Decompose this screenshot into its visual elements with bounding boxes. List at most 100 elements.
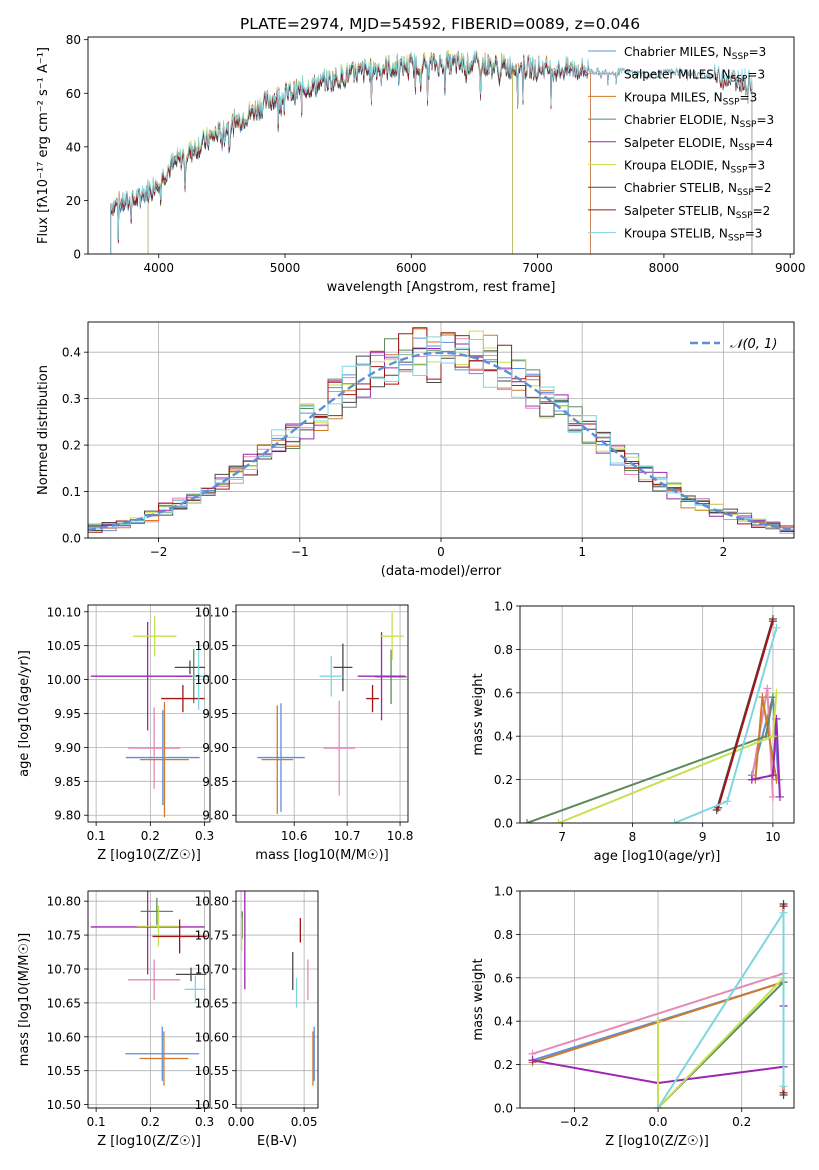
y-tick-label: 9.90 (54, 741, 81, 755)
x-tick-label: 0.1 (87, 829, 106, 843)
x-tick-label: 7000 (522, 261, 553, 275)
y-tick-label: 0.4 (494, 730, 513, 744)
y-tick-label: 9.85 (54, 775, 81, 789)
axes-frame (519, 890, 795, 1109)
y-axis-label: Flux [fλ10⁻¹⁷ erg cm⁻² s⁻¹ A⁻¹] (36, 47, 51, 244)
spectrum-line (147, 56, 513, 254)
legend-entry: Chabrier STELIB, NSSP=2 (624, 181, 772, 198)
panel-massweight-vs-Z: −0.2 0.0 0.2 0.0 0.2 0.4 0.6 0.8 1.0 Z [log10(Z/Z… (471, 885, 795, 1149)
panel-mass-vs-ebv: 0.00 0.05 10.50 10.55 10.60 10.65 10.70 10.75 10… (195, 890, 319, 1149)
y-tick-label: 0.6 (494, 686, 513, 700)
grid (236, 891, 318, 1108)
plot-area (90, 891, 207, 1086)
legend-entry: Salpeter ELODIE, NSSP=4 (624, 136, 773, 153)
y-tick-label: 10.65 (47, 996, 81, 1010)
axes-frame (87, 890, 211, 1109)
weight-line (717, 620, 774, 809)
x-tick-label: 0.3 (195, 1115, 214, 1129)
y-tick-label: 10.00 (47, 673, 81, 687)
y-tick-label: 10.05 (47, 639, 81, 653)
x-tick-label: 0.2 (141, 829, 160, 843)
x-axis-label: E(B-V) (257, 1134, 297, 1149)
y-tick-label: 10.70 (47, 962, 81, 976)
x-tick-label: 2 (720, 545, 728, 559)
histogram-kroupa-stelib (88, 336, 794, 534)
weight-marker (763, 684, 772, 693)
y-tick-label: 40 (66, 140, 81, 154)
axes-frame (87, 604, 211, 823)
legend-entry: Salpeter STELIB, NSSP=2 (624, 204, 770, 221)
weight-marker (654, 1104, 663, 1108)
y-tick-label: 10.80 (195, 895, 229, 909)
x-tick-label: 6000 (396, 261, 427, 275)
plot-area (88, 327, 794, 534)
y-tick-label: 0.8 (494, 928, 513, 942)
y-tick-label: 0.6 (494, 971, 513, 985)
y-tick-label: 1.0 (494, 885, 513, 899)
weight-marker (758, 693, 767, 702)
x-tick-label: 8 (629, 830, 637, 844)
x-tick-label: −2 (150, 545, 168, 559)
panel-spectrum: 4000 5000 6000 7000 8000 9000 0 20 40 60 80 wavelen… (36, 33, 805, 295)
y-tick-label: 0.0 (494, 817, 513, 831)
y-tick-label: 0.2 (494, 1058, 513, 1072)
weight-marker (775, 792, 784, 801)
y-tick-label: 0.4 (494, 1015, 513, 1029)
panel-age-vs-Z: 0.1 0.2 0.3 9.80 9.85 9.90 9.95 10.00 10.05 10.10… (17, 604, 214, 863)
legend-entry: Salpeter MILES, NSSP=3 (624, 68, 765, 85)
y-tick-label: 80 (66, 33, 81, 47)
y-tick-label: 9.95 (54, 707, 81, 721)
y-tick-label: 10.70 (195, 962, 229, 976)
panel-age-vs-mass: 10.6 10.7 10.8 9.80 9.85 9.90 9.95 10.00 10.05 10… (195, 604, 414, 863)
weight-marker (554, 819, 563, 823)
x-tick-label: 10.8 (387, 829, 414, 843)
y-axis-label: mass [log10(M/M☉)] (17, 933, 32, 1066)
y-tick-label: 9.95 (202, 707, 229, 721)
x-axis-label: wavelength [Angstrom, rest frame] (327, 280, 556, 295)
weight-marker (768, 771, 777, 780)
plot-area (241, 891, 315, 1086)
y-tick-label: 10.10 (195, 605, 229, 619)
y-axis-label: Normed distribution (36, 365, 51, 495)
x-tick-label: 0.2 (141, 1115, 160, 1129)
normal-reference-curve (88, 351, 794, 532)
y-tick-label: 0.0 (62, 532, 81, 546)
weight-line (532, 972, 784, 1055)
x-axis-label: Z [log10(Z/Z☉)] (97, 848, 201, 863)
weight-marker (779, 908, 788, 917)
grid (520, 605, 794, 824)
weight-marker (723, 797, 732, 806)
weight-marker (772, 688, 781, 697)
weight-marker (528, 1056, 537, 1065)
y-tick-label: 0.8 (494, 643, 513, 657)
x-tick-label: 0.2 (732, 1115, 751, 1129)
plot-area (528, 900, 788, 1108)
y-tick-label: 0.3 (62, 392, 81, 406)
panel-mass-vs-Z: 0.1 0.2 0.3 10.50 10.55 10.60 10.65 10.70 10.75 1… (17, 890, 214, 1149)
plot-area (110, 49, 753, 254)
weight-line (751, 718, 781, 798)
axes-frame (235, 890, 319, 1109)
panel-residuals: −2 −1 0 1 2 0.0 0.1 0.2 0.3 0.4 (data-model)/error… (36, 321, 795, 579)
y-axis-label: mass weight (471, 673, 486, 755)
x-tick-label: 9000 (775, 261, 806, 275)
x-tick-label: 4000 (143, 261, 174, 275)
plot-area (90, 615, 210, 818)
weight-marker (654, 1017, 663, 1026)
x-tick-label: 5000 (270, 261, 301, 275)
spectrum-line (110, 49, 753, 254)
weight-line (657, 977, 785, 1108)
y-tick-label: 0.2 (494, 773, 513, 787)
weight-marker (768, 792, 777, 801)
y-tick-label: 10.75 (195, 929, 229, 943)
legend-entry: Kroupa STELIB, NSSP=3 (624, 227, 762, 244)
y-tick-label: 0.0 (494, 1102, 513, 1116)
y-tick-label: 9.85 (202, 775, 229, 789)
x-axis-label: (data-model)/error (381, 564, 502, 579)
legend-entry: Chabrier ELODIE, NSSP=3 (624, 113, 774, 130)
y-tick-label: 20 (66, 194, 81, 208)
y-tick-label: 0.4 (62, 346, 81, 360)
spectrum-line (110, 52, 753, 254)
figure-title: PLATE=2974, MJD=54592, FIBERID=0089, z=0… (240, 15, 640, 33)
x-tick-label: 10.7 (334, 829, 361, 843)
